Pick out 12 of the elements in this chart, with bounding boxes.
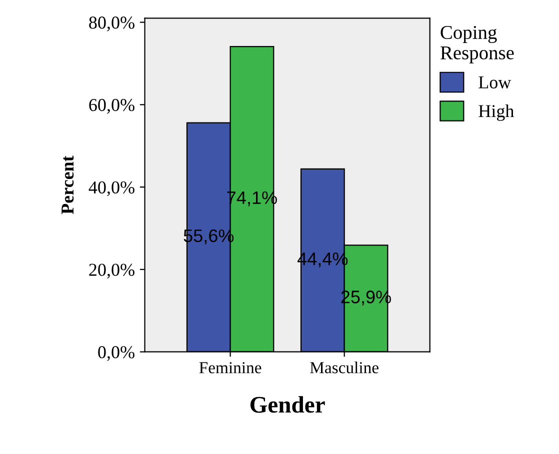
legend-title: Coping Response xyxy=(440,26,514,64)
legend-label: Low xyxy=(478,76,512,88)
y-tick-label: 80,0% xyxy=(89,16,134,32)
y-tick-label: 60,0% xyxy=(89,98,134,114)
y-axis-title: Percent xyxy=(62,156,74,214)
y-tick-label: 20,0% xyxy=(89,264,134,278)
legend-label: High xyxy=(478,104,514,121)
x-axis-title: Gender xyxy=(250,396,325,413)
y-tick-label: 0,0% xyxy=(98,346,134,361)
x-tick-label: Masculine xyxy=(310,362,378,374)
y-tick-label: 40,0% xyxy=(88,181,134,196)
x-tick-label: Feminine xyxy=(199,362,262,374)
